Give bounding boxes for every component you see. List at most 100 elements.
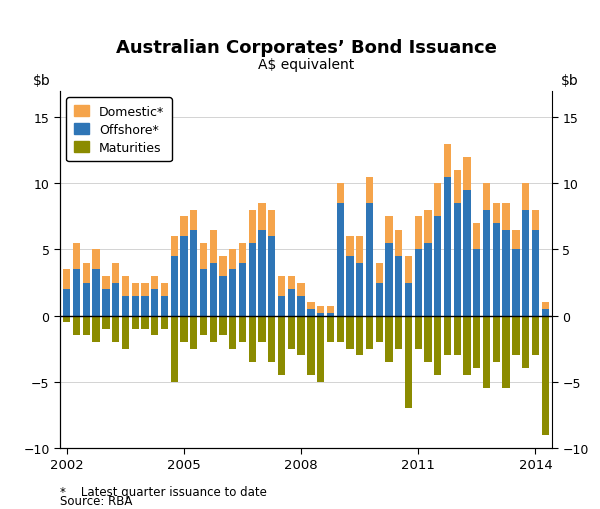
Bar (337, 204, 344, 316)
Bar (356, 263, 364, 316)
Bar (122, 316, 129, 349)
Bar (415, 316, 422, 349)
Bar (346, 237, 353, 257)
Bar (278, 296, 285, 316)
Bar (151, 290, 158, 316)
Bar (181, 217, 188, 237)
Bar (542, 316, 549, 435)
Bar (220, 316, 227, 336)
Bar (131, 283, 139, 296)
Bar (92, 316, 100, 343)
Bar (454, 204, 461, 316)
Bar (229, 250, 236, 270)
Bar (209, 230, 217, 263)
Bar (434, 217, 442, 316)
Bar (405, 316, 412, 408)
Bar (522, 210, 529, 316)
Text: $b: $b (562, 74, 579, 88)
Bar (424, 316, 431, 362)
Text: A$ equivalent: A$ equivalent (258, 58, 354, 72)
Bar (512, 316, 520, 356)
Bar (463, 190, 471, 316)
Bar (73, 243, 80, 270)
Bar (405, 283, 412, 316)
Bar (220, 257, 227, 276)
Bar (483, 184, 490, 210)
Bar (542, 309, 549, 316)
Bar (493, 223, 500, 316)
Bar (229, 316, 236, 349)
Bar (220, 276, 227, 316)
Bar (376, 316, 383, 343)
Bar (327, 314, 334, 316)
Bar (122, 276, 129, 296)
Bar (161, 316, 168, 329)
Bar (63, 316, 70, 323)
Bar (385, 316, 392, 362)
Bar (405, 257, 412, 283)
Bar (151, 316, 158, 336)
Bar (131, 316, 139, 329)
Text: *    Latest quarter issuance to date: * Latest quarter issuance to date (60, 485, 267, 498)
Bar (83, 263, 90, 283)
Bar (92, 250, 100, 270)
Bar (434, 184, 442, 217)
Bar (532, 210, 539, 230)
Bar (512, 230, 520, 250)
Bar (395, 316, 403, 349)
Bar (112, 283, 119, 316)
Bar (376, 283, 383, 316)
Bar (542, 303, 549, 309)
Bar (141, 283, 149, 296)
Bar (424, 210, 431, 243)
Bar (170, 257, 178, 316)
Bar (317, 307, 325, 314)
Bar (200, 316, 207, 336)
Bar (356, 237, 364, 263)
Bar (473, 316, 481, 369)
Bar (161, 283, 168, 296)
Bar (522, 184, 529, 210)
Bar (434, 316, 442, 375)
Bar (248, 210, 256, 243)
Bar (239, 243, 246, 263)
Bar (454, 171, 461, 204)
Bar (502, 204, 510, 230)
Bar (239, 263, 246, 316)
Bar (327, 307, 334, 314)
Bar (493, 316, 500, 362)
Bar (502, 316, 510, 388)
Bar (287, 316, 295, 349)
Bar (366, 178, 373, 204)
Bar (122, 296, 129, 316)
Bar (444, 178, 451, 316)
Text: Source: RBA: Source: RBA (60, 495, 133, 507)
Bar (200, 270, 207, 316)
Legend: Domestic*, Offshore*, Maturities: Domestic*, Offshore*, Maturities (66, 98, 172, 162)
Bar (83, 316, 90, 336)
Bar (209, 316, 217, 343)
Bar (376, 263, 383, 283)
Bar (327, 316, 334, 343)
Bar (415, 217, 422, 250)
Bar (141, 316, 149, 329)
Bar (248, 316, 256, 362)
Bar (395, 257, 403, 316)
Bar (473, 250, 481, 316)
Bar (259, 316, 266, 343)
Bar (63, 270, 70, 290)
Bar (317, 314, 325, 316)
Bar (483, 316, 490, 388)
Bar (298, 316, 305, 356)
Bar (63, 290, 70, 316)
Bar (278, 276, 285, 296)
Bar (483, 210, 490, 316)
Bar (190, 230, 197, 316)
Bar (298, 283, 305, 296)
Bar (92, 270, 100, 316)
Bar (102, 276, 110, 290)
Bar (268, 316, 275, 362)
Text: $b: $b (33, 74, 50, 88)
Bar (287, 290, 295, 316)
Bar (112, 263, 119, 283)
